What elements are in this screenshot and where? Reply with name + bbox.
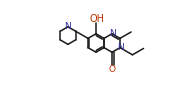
Text: N: N bbox=[109, 29, 116, 38]
Text: OH: OH bbox=[89, 14, 105, 24]
Text: N: N bbox=[117, 43, 124, 52]
Text: O: O bbox=[109, 65, 116, 74]
Text: N: N bbox=[64, 22, 71, 31]
